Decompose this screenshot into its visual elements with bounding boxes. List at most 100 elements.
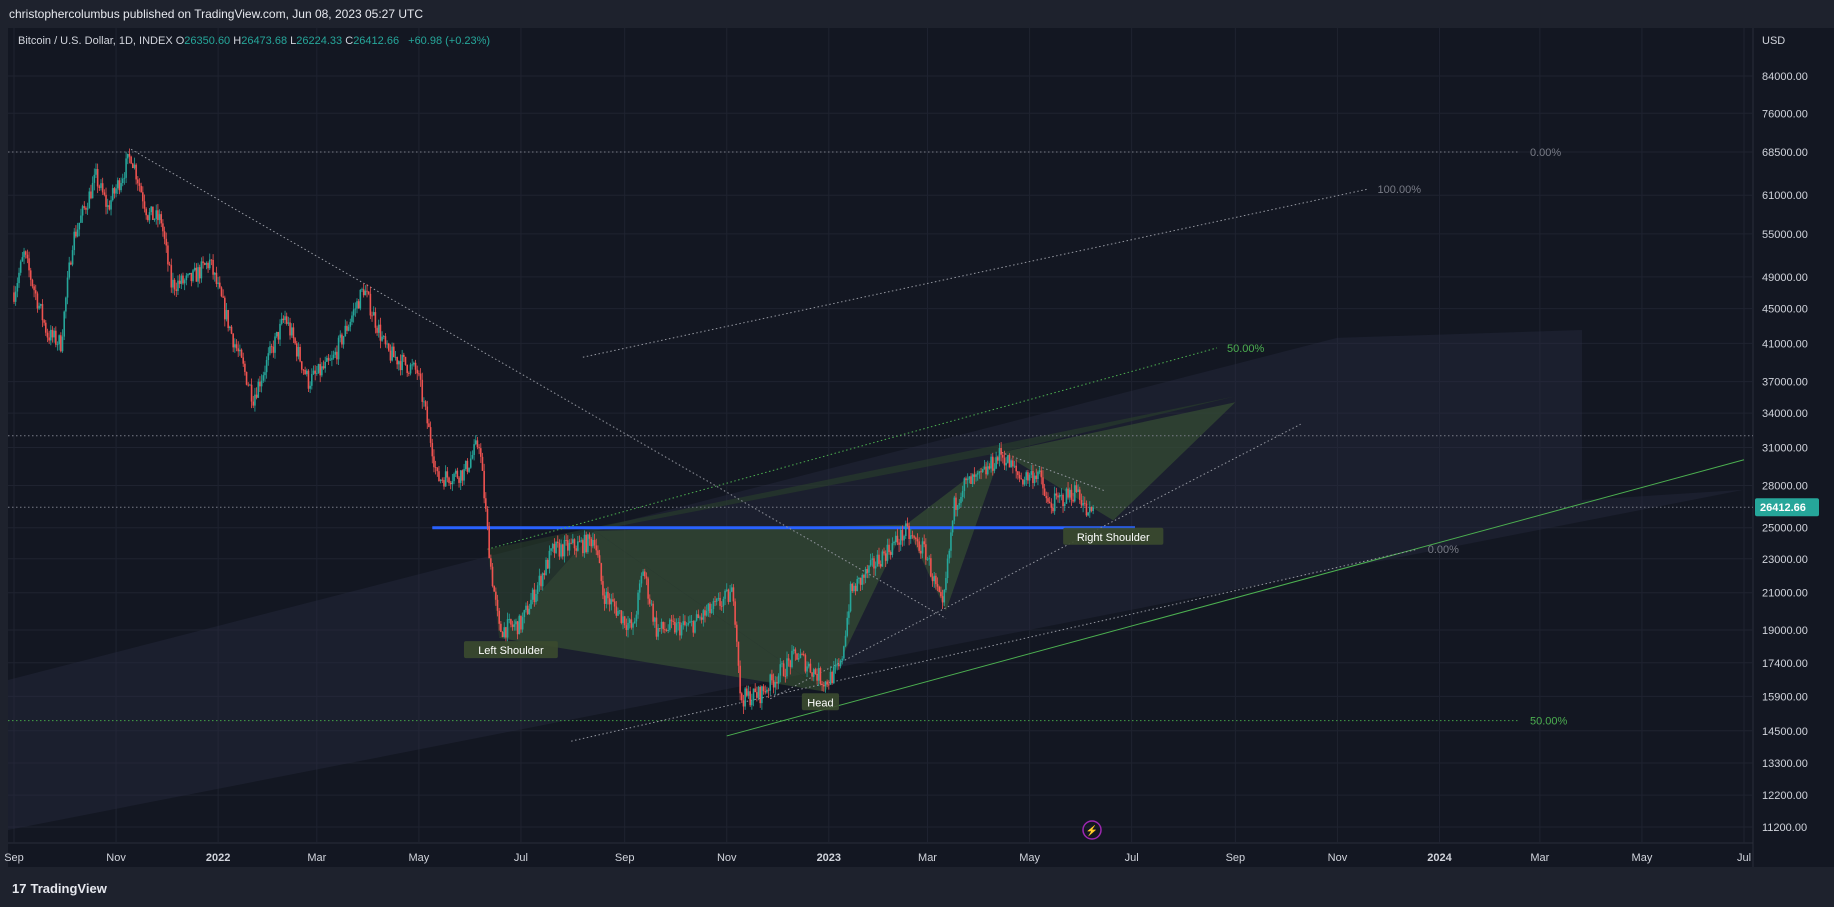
candle-body (762, 686, 765, 692)
candle-body (567, 540, 569, 551)
candle-body (1053, 493, 1056, 512)
last-price-label: 26412.66 (1760, 502, 1806, 514)
candle-body (103, 192, 106, 195)
candle-body (342, 336, 345, 345)
price-tick: 55000.00 (1762, 229, 1808, 241)
candle-body (192, 270, 194, 282)
candle-body (50, 329, 52, 341)
candle-body (316, 373, 318, 374)
candle-body (418, 373, 420, 375)
candle-body (389, 350, 392, 361)
candle-body (709, 603, 711, 614)
time-tick: Mar (1530, 852, 1549, 864)
candle-body (479, 448, 482, 457)
candle-body (1065, 488, 1068, 504)
candle-body (240, 349, 243, 358)
candle-body (548, 550, 551, 569)
candle-body (190, 272, 193, 282)
price-chart[interactable]: 0.00% 50.00% 50.00% 100.00% 0.00% Left Should… (0, 0, 1834, 867)
candle-body (55, 330, 57, 345)
candle-body (555, 541, 557, 553)
trendline-label: 50.00% (1227, 343, 1265, 355)
candle-body (155, 210, 158, 219)
candle-body (446, 471, 449, 478)
candle-body (476, 440, 479, 448)
candle-body (747, 691, 750, 696)
candle-body (739, 665, 741, 694)
candle-body (541, 573, 544, 587)
candle-body (901, 530, 904, 541)
candle-body (859, 577, 862, 585)
candle-body (722, 598, 725, 607)
candle-body (868, 565, 870, 573)
candle-body (873, 558, 875, 569)
candle-body (575, 548, 577, 551)
candle-body (302, 369, 305, 371)
candle-body (431, 442, 434, 457)
candle-body (692, 621, 695, 633)
price-tick: 76000.00 (1762, 108, 1808, 120)
candle-body (888, 544, 890, 553)
candle-body (260, 380, 263, 387)
candle-body (580, 540, 582, 542)
last-price-badge (1755, 498, 1819, 517)
candle-body (946, 558, 949, 578)
candle-body (915, 537, 917, 540)
time-tick: May (1019, 852, 1040, 864)
candle-body (948, 550, 951, 559)
candle-body (483, 470, 485, 499)
price-tick: 17400.00 (1762, 658, 1808, 670)
lightning-icon[interactable] (1082, 820, 1102, 840)
candle-body (95, 168, 97, 175)
candle-body (18, 272, 20, 284)
candle-body (757, 686, 760, 698)
candle-body (474, 440, 477, 445)
pattern-label-box (801, 693, 840, 711)
candle-body (628, 619, 631, 623)
candle-body (720, 605, 723, 607)
candle-body (210, 259, 213, 261)
candle-body (493, 586, 495, 592)
candle-body (299, 346, 301, 362)
candle-body (558, 543, 561, 557)
candle-body (826, 681, 828, 685)
candle-body (423, 401, 425, 403)
candle-body (705, 610, 708, 616)
candle-body (695, 614, 698, 621)
candle-body (269, 346, 271, 354)
candle-body (1055, 493, 1058, 496)
candle-body (53, 330, 55, 338)
candle-body (891, 543, 894, 555)
candle-body (973, 474, 976, 477)
candle-body (893, 541, 895, 544)
candle-body (205, 263, 208, 265)
candle-body (518, 615, 521, 635)
candle-body (843, 646, 845, 659)
candle-body (1050, 503, 1053, 508)
candle-body (78, 222, 81, 230)
candle-body (655, 617, 658, 637)
price-tick: 45000.00 (1762, 304, 1808, 316)
candle-body (587, 534, 589, 553)
candle-body (715, 598, 718, 602)
tradingview-brand[interactable]: 17 TradingView (12, 881, 107, 896)
candle-body (807, 663, 810, 667)
candle-body (782, 663, 785, 677)
candle-body (381, 336, 383, 341)
candle-body (1015, 465, 1017, 472)
candle-body (993, 468, 996, 471)
candle-body (411, 364, 414, 366)
candle-body (367, 291, 370, 294)
candle-body (796, 653, 798, 660)
candle-body (1080, 500, 1083, 506)
candle-body (1007, 455, 1009, 463)
candle-body (772, 680, 775, 688)
candle-body (1045, 496, 1048, 499)
candle-body (438, 471, 440, 482)
candle-body (802, 654, 805, 656)
candle-body (980, 471, 982, 473)
candle-body (334, 351, 337, 355)
price-tick: 21000.00 (1762, 588, 1808, 600)
candle-body (963, 478, 966, 491)
candle-body (869, 559, 872, 566)
